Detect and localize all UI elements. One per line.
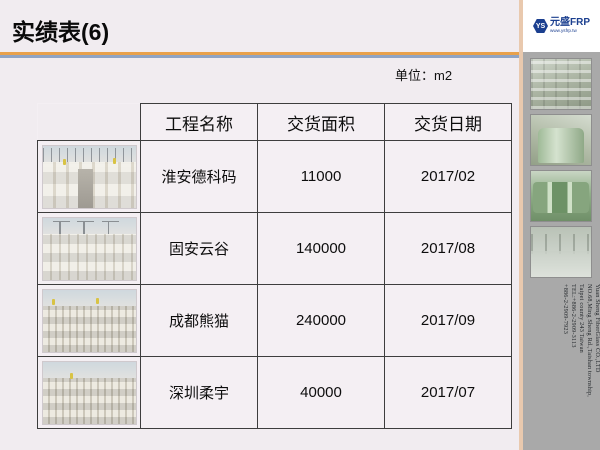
photo-tank-array [42,377,136,424]
contact-line-city: Taipei county 243 Taiwan [578,284,585,353]
cell-project-name: 深圳柔宇 [140,356,258,429]
cell-project-name: 淮安德科码 [140,140,258,213]
photo-tank-array [42,305,136,352]
photo-sky [42,217,136,239]
company-contact-block: Yuan Sheng FiberGlass CO.,LTD NO.68,Ming… [527,284,600,434]
crane-icon [78,220,92,237]
row-thumbnail-cell [37,284,141,357]
table-row: 成都熊猫 240000 2017/09 [37,284,512,357]
header-delivery-date: 交货日期 [384,103,512,141]
photo-worker [70,372,74,379]
crane-icon [103,220,116,237]
header-project-name: 工程名称 [140,103,258,141]
logo-website-url: www.ysfrp.tw [550,28,577,34]
sidebar-photo-3 [530,170,592,222]
cell-delivery-date: 2017/07 [384,356,512,429]
row-thumbnail-cell [37,212,141,285]
project-photo-4 [41,360,137,425]
photo-worker [113,157,117,164]
company-logo: YS 元盛FRP www.ysfrp.tw [523,0,600,52]
ys-hexagon-icon: YS [533,18,548,34]
contact-line-street: NO.68,Ming Sheng Rd.,Taishan township, [586,284,593,398]
table-header-row: 工程名称 交货面积 交货日期 [37,103,512,141]
cell-project-name: 成都熊猫 [140,284,258,357]
project-photo-3 [41,288,137,353]
table-row: 深圳柔宇 40000 2017/07 [37,356,512,429]
cell-delivery-area: 11000 [257,140,385,213]
photo-worker [51,299,55,306]
cell-delivery-date: 2017/08 [384,212,512,285]
photo-worker [96,298,100,305]
performance-table: 工程名称 交货面积 交货日期 淮安德科码 11000 2017/02 [37,103,512,429]
photo-sky [42,361,136,383]
cell-delivery-date: 2017/02 [384,140,512,213]
cell-project-name: 固安云谷 [140,212,258,285]
cell-delivery-area: 240000 [257,284,385,357]
sidebar-photo-2 [530,114,592,166]
table-row: 淮安德科码 11000 2017/02 [37,140,512,213]
header-image-blank [37,103,141,141]
logo-wordmark: 元盛FRP www.ysfrp.tw [550,18,590,34]
photo-sky [42,289,136,311]
title-bar: 实绩表(6) [0,0,519,58]
row-thumbnail-cell [37,140,141,213]
photo-beam-pattern [531,59,591,109]
row-thumbnail-cell [37,356,141,429]
photo-floor [531,251,591,277]
page-title: 实绩表(6) [12,19,110,45]
photo-aisle [77,169,93,208]
project-photo-2 [41,216,137,281]
contact-line-tel: TEL:+886-2-2909-3113 [570,284,577,348]
logo-company-name: 元盛FRP [550,17,590,29]
project-photo-1 [41,144,137,209]
logo-inner: YS 元盛FRP www.ysfrp.tw [533,18,590,34]
divider-orange [0,52,519,55]
divider-blue [0,55,519,58]
cell-delivery-date: 2017/09 [384,284,512,357]
photo-tank-body [538,128,584,163]
photo-tank-array [42,233,136,280]
cell-delivery-area: 40000 [257,356,385,429]
sidebar-photo-4 [530,226,592,278]
header-delivery-area: 交货面积 [257,103,385,141]
table-row: 固安云谷 140000 2017/08 [37,212,512,285]
sidebar-photo-1 [530,58,592,110]
photo-tank-trio [533,182,589,213]
cell-delivery-area: 140000 [257,212,385,285]
company-sidebar: YS 元盛FRP www.ysfrp.tw Yuan Sheng FiberGl… [519,0,600,450]
unit-note: 单位：m2 [395,68,453,83]
contact-line-company: Yuan Sheng FiberGlass CO.,LTD [594,284,600,373]
photo-worker [62,159,66,166]
photo-columns [531,234,591,254]
contact-line-tel-alt: +886-2-2909-7923 [562,284,569,334]
crane-icon [54,220,68,237]
